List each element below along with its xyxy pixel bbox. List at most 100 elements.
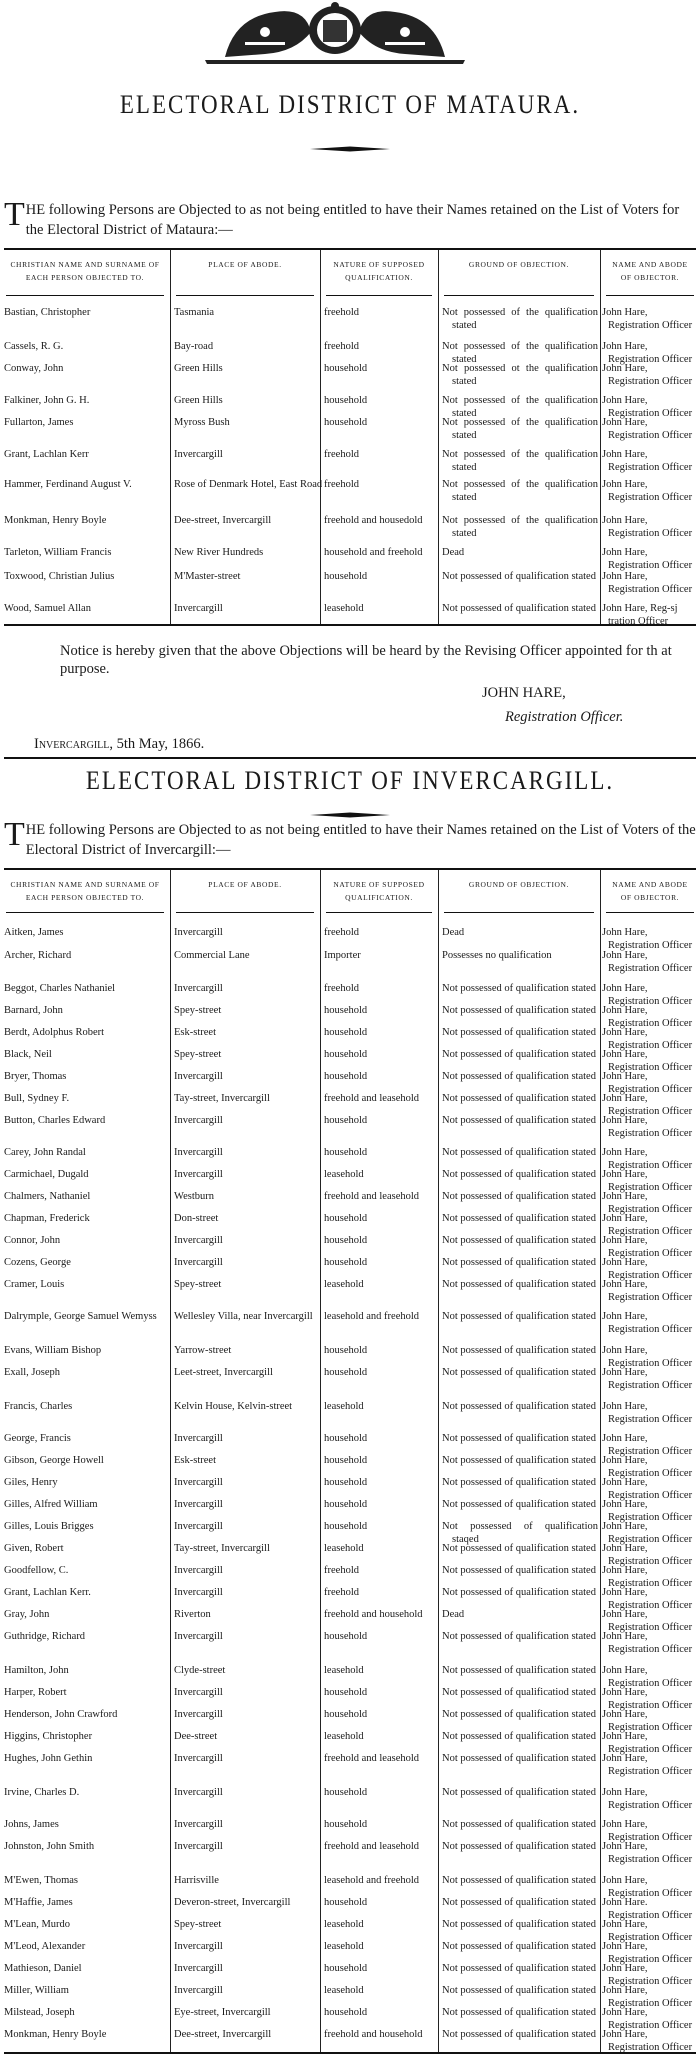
- cell-ground-of-objection: Not possessed of qualification stated: [442, 1235, 596, 1246]
- cell-ground-of-objection: Possesses no qualification: [442, 950, 552, 961]
- cell-person-name: Wood, Samuel Allan: [4, 603, 91, 614]
- column-divider: [438, 870, 439, 2052]
- header-underline: [444, 295, 594, 296]
- cell-ground-of-objection: Not possessed of qualification stated: [442, 1115, 596, 1126]
- cell-qualification: freehold and household: [324, 2029, 423, 2040]
- cell-qualification: household: [324, 1049, 368, 1060]
- cell-ground-of-objection: Not possessed of the qualification state…: [442, 395, 598, 419]
- cell-person-name: Grant, Lachlan Kerr.: [4, 1587, 91, 1598]
- cell-person-name: Berdt, Adolphus Robert: [4, 1027, 105, 1038]
- cell-ground-of-objection: Not possessed of qualification stated: [442, 2007, 596, 2018]
- cell-ground-of-objection: Not possessed of qualification stated: [442, 1169, 596, 1180]
- cell-place-of-abode: Spey-street: [174, 1049, 222, 1060]
- cell-qualification: leasehold: [324, 1169, 364, 1180]
- cell-qualification: household: [324, 1345, 368, 1356]
- cell-objector: John Hare, Registration Officer: [602, 1565, 693, 1589]
- cell-objector: John Hare, Registration Officer: [602, 1147, 693, 1171]
- cell-place-of-abode: Green Hills: [174, 395, 223, 406]
- cell-ground-of-objection: Not possessed of qualification stated: [442, 1257, 596, 1268]
- cell-objector: John Hare, Registration Officer: [602, 1169, 693, 1193]
- cell-person-name: Milstead, Joseph: [4, 2007, 75, 2018]
- ornamental-rule-icon: [310, 146, 390, 152]
- cell-place-of-abode: Leet-street, Invercargill: [174, 1367, 273, 1378]
- cell-qualification: household: [324, 1631, 368, 1642]
- cell-objector: John Hare, Registration Officer: [602, 547, 693, 571]
- cell-person-name: Conway, John: [4, 363, 64, 374]
- cell-qualification: freehold: [324, 307, 359, 318]
- table-top-rule: [4, 868, 696, 870]
- cell-objector: John Hare, Registration Officer: [602, 1005, 693, 1029]
- cell-objector: John Hare, Registration Officer: [602, 1963, 693, 1987]
- cell-qualification: freehold: [324, 1587, 359, 1598]
- intro-text: HE following Persons are Objected to as …: [25, 822, 696, 858]
- cell-objector: John Hare, Registration Officer: [602, 1919, 693, 1943]
- cell-ground-of-objection: Not possessed of qualification stated: [442, 1919, 596, 1930]
- cell-objector: John Hare, Registration Officer: [602, 307, 693, 331]
- column-divider: [320, 250, 321, 624]
- cell-qualification: freehold and housedold: [324, 515, 423, 526]
- column-divider: [438, 250, 439, 624]
- column-divider: [320, 870, 321, 2052]
- cell-place-of-abode: Wellesley Villa, near Invercargill: [174, 1311, 313, 1322]
- cell-objector: John Hare, Registration Officer: [602, 1631, 693, 1655]
- cell-person-name: Dalrymple, George Samuel Wemyss: [4, 1311, 157, 1322]
- cell-person-name: Chalmers, Nathaniel: [4, 1191, 91, 1202]
- cell-qualification: household: [324, 571, 368, 582]
- cell-objector: John Hare, Registration Officer: [602, 2029, 693, 2053]
- header-underline: [6, 912, 164, 913]
- cell-place-of-abode: Invercargill: [174, 927, 223, 938]
- column-header-place-of-abode: Place of abode.: [208, 880, 282, 889]
- cell-objector: John Hare, Registration Officer: [602, 1235, 693, 1259]
- cell-objector: John Hare, Registration Officer: [602, 395, 693, 419]
- cell-objector: John Hare, Registration Officer: [602, 571, 693, 595]
- cell-person-name: Fullarton, James: [4, 417, 74, 428]
- cell-place-of-abode: Invercargill: [174, 1071, 223, 1082]
- cell-ground-of-objection: Not possessed of qualification stated: [442, 1841, 596, 1852]
- cell-person-name: Carmichael, Dugald: [4, 1169, 89, 1180]
- cell-ground-of-objection: Dead: [442, 927, 465, 938]
- cell-qualification: leasehold: [324, 1665, 364, 1676]
- cell-qualification: household: [324, 417, 368, 428]
- cell-objector: John Hare, Registration Officer: [602, 1875, 693, 1899]
- cell-place-of-abode: Don-street: [174, 1213, 219, 1224]
- cell-person-name: Mathieson, Daniel: [4, 1963, 82, 1974]
- cell-person-name: Cramer, Louis: [4, 1279, 65, 1290]
- cell-qualification: leasehold: [324, 1543, 364, 1554]
- cell-person-name: Aitken, James: [4, 927, 64, 938]
- cell-qualification: household: [324, 1455, 368, 1466]
- cell-place-of-abode: Tay-street, Invercargill: [174, 1093, 270, 1104]
- cell-qualification: freehold: [324, 479, 359, 490]
- cell-place-of-abode: Invercargill: [174, 1565, 223, 1576]
- cell-ground-of-objection: Not possessed of the qualification state…: [442, 515, 598, 539]
- ornamental-rule-icon: [310, 812, 390, 818]
- district-title-mataura: ELECTORAL DISTRICT OF MATAURA.: [119, 90, 581, 119]
- table-bottom-rule: [4, 624, 696, 626]
- cell-qualification: leasehold: [324, 1731, 364, 1742]
- cell-objector: John Hare, Registration Officer: [602, 1455, 693, 1479]
- cell-person-name: Falkiner, John G. H.: [4, 395, 90, 406]
- cell-place-of-abode: Spey-street: [174, 1279, 222, 1290]
- cell-qualification: household: [324, 1687, 368, 1698]
- table-top-rule: [4, 248, 696, 250]
- cell-objector: John Hare, Registration Officer: [602, 1367, 693, 1391]
- cell-person-name: Higgins, Christopher: [4, 1731, 93, 1742]
- header-underline: [176, 295, 314, 296]
- cell-person-name: Chapman, Frederick: [4, 1213, 90, 1224]
- intro-paragraph-mataura: T HE following Persons are Objected to as…: [4, 196, 696, 240]
- cell-person-name: Miller, William: [4, 1985, 69, 1996]
- cell-ground-of-objection: Not possessed of qualification stated: [442, 1787, 596, 1798]
- cell-qualification: leasehold: [324, 1941, 364, 1952]
- cell-qualification: household: [324, 1235, 368, 1246]
- header-underline: [326, 912, 432, 913]
- cell-person-name: Irvine, Charles D.: [4, 1787, 80, 1798]
- column-header-objector: Name and abode of objector.: [612, 880, 688, 902]
- cell-objector: John Hare, Registration Officer: [602, 479, 693, 503]
- cell-person-name: Cassels, R. G.: [4, 341, 64, 352]
- cell-qualification: freehold and leasehold: [324, 1191, 420, 1202]
- cell-ground-of-objection: Not possessed of qualification stated: [442, 1587, 596, 1598]
- cell-objector: John Hare, Registration Officer: [602, 1985, 693, 2009]
- drop-cap: T: [4, 196, 25, 233]
- cell-place-of-abode: Invercargill: [174, 1985, 223, 1996]
- cell-person-name: Tarleton, William Francis: [4, 547, 112, 558]
- cell-place-of-abode: Westburn: [174, 1191, 214, 1202]
